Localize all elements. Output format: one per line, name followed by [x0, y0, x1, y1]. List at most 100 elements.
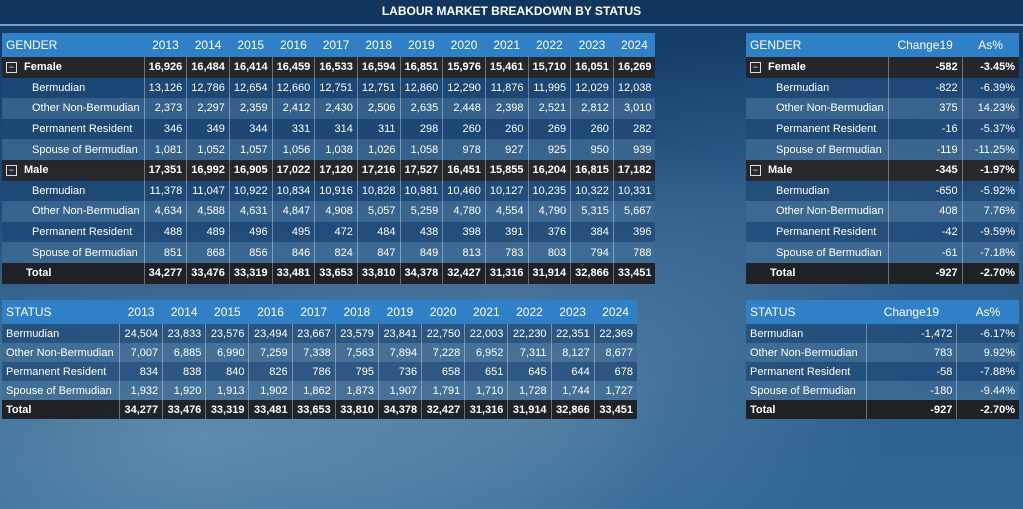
table-row[interactable]: Spouse of Bermudian -119 -11.25%: [746, 139, 1019, 160]
header-year-2024[interactable]: 2024: [594, 300, 637, 324]
table-row[interactable]: Other Non-Bermudian 7,007 6,885 6,990 7,259 7…: [2, 343, 637, 362]
header-year-2023[interactable]: 2023: [570, 33, 614, 57]
header-year-2019[interactable]: 2019: [400, 33, 443, 57]
header-change19[interactable]: Change19: [866, 300, 957, 324]
table-row[interactable]: Other Non-Bermudian 4,634 4,588 4,631 4,847 4…: [2, 201, 656, 222]
row-label-text: Bermudian: [6, 327, 60, 340]
row-label-text: Spouse of Bermudian: [6, 384, 112, 397]
header-year-2018[interactable]: 2018: [335, 300, 379, 324]
cell-value: 33,481: [271, 262, 315, 284]
cell-value: 2,506: [356, 98, 401, 119]
cell-value: 2,398: [484, 98, 529, 119]
table-row[interactable]: Other Non-Bermudian 375 14.23%: [746, 98, 1019, 119]
table-row[interactable]: Permanent Resident -58 -7.88%: [746, 362, 1019, 381]
table-row[interactable]: Spouse of Bermudian -180 -9.44%: [746, 381, 1019, 400]
header-label[interactable]: GENDER: [2, 33, 145, 57]
row-label: Other Non-Bermudian: [2, 98, 145, 119]
table-row[interactable]: − Female -582 -3.45%: [746, 57, 1019, 78]
table-row[interactable]: Spouse of Bermudian 1,081 1,052 1,057 1,056 1…: [2, 139, 656, 160]
cell-value: 4,588: [186, 201, 230, 222]
cell-value: 1,727: [593, 381, 637, 400]
table-row[interactable]: Other Non-Bermudian 783 9.92%: [746, 343, 1019, 362]
header-year-2016[interactable]: 2016: [248, 300, 293, 324]
table-row[interactable]: Spouse of Bermudian 1,932 1,920 1,913 1,902 1…: [2, 381, 637, 400]
table-row[interactable]: Permanent Resident 346 349 344 331 314 311 298 2…: [2, 118, 656, 140]
header-year-2020[interactable]: 2020: [421, 300, 465, 324]
table-row[interactable]: Bermudian 11,378 11,047 10,922 10,834 10,916 1…: [2, 180, 656, 202]
table-row[interactable]: Other Non-Bermudian 2,373 2,297 2,359 2,412 2…: [2, 98, 656, 119]
table-row[interactable]: Total -927 -2.70%: [746, 262, 1019, 284]
cell-value: 644: [550, 362, 595, 381]
table-header-row: STATUS 2013 2014 2015 2016 2017 2018 2019 2020 20…: [2, 300, 637, 324]
cell-value: 16,905: [228, 159, 273, 181]
row-label: Other Non-Bermudian: [746, 343, 866, 362]
header-year-2017[interactable]: 2017: [314, 33, 358, 57]
header-year-2016[interactable]: 2016: [272, 33, 315, 57]
table-row[interactable]: Total 34,277 33,476 33,319 33,481 33,653 33,81…: [2, 262, 656, 284]
row-label: Spouse of Bermudian: [2, 242, 145, 263]
header-year-2022[interactable]: 2022: [507, 300, 552, 324]
header-year-2015[interactable]: 2015: [205, 300, 249, 324]
row-label: Bermudian: [746, 180, 889, 202]
header-year-2021[interactable]: 2021: [464, 300, 508, 324]
table-header-row: GENDER Change19 As%: [746, 33, 1019, 57]
cell-value: 344: [228, 118, 273, 140]
table-row[interactable]: Bermudian 24,504 23,833 23,576 23,494 23,667 2…: [2, 324, 637, 343]
cell-value: 1,057: [228, 139, 273, 160]
header-year-2022[interactable]: 2022: [528, 33, 571, 57]
table-row[interactable]: Spouse of Bermudian 851 868 856 846 824 847 849…: [2, 242, 656, 263]
collapse-icon[interactable]: −: [750, 164, 761, 176]
cell-value: 22,230: [507, 324, 552, 343]
row-label: Other Non-Bermudian: [746, 201, 889, 222]
table-row[interactable]: Bermudian 13,126 12,786 12,654 12,660 12,751 1…: [2, 77, 656, 99]
cell-value: 7,563: [334, 343, 379, 362]
table-row[interactable]: Total 34,277 33,476 33,319 33,481 33,653 33,81…: [2, 400, 637, 419]
collapse-icon[interactable]: −: [6, 164, 17, 176]
header-year-2021[interactable]: 2021: [485, 33, 529, 57]
cell-change: -927: [887, 262, 963, 284]
header-year-2018[interactable]: 2018: [357, 33, 401, 57]
table-row[interactable]: Permanent Resident 488 489 496 495 472 484 438 3…: [2, 221, 656, 243]
header-year-2014[interactable]: 2014: [162, 300, 206, 324]
header-gender[interactable]: GENDER: [746, 33, 889, 57]
collapse-icon[interactable]: −: [6, 61, 17, 73]
header-year-2017[interactable]: 2017: [292, 300, 336, 324]
cell-value: 282: [612, 118, 656, 140]
header-year-2013[interactable]: 2013: [119, 300, 163, 324]
table-row[interactable]: − Male -345 -1.97%: [746, 159, 1019, 181]
row-label-text: Other Non-Bermudian: [6, 346, 114, 359]
header-year-2015[interactable]: 2015: [229, 33, 273, 57]
header-year-2019[interactable]: 2019: [378, 300, 422, 324]
row-label-text: Permanent Resident: [32, 123, 133, 136]
table-row[interactable]: Bermudian -1,472 -6.17%: [746, 324, 1019, 343]
header-label[interactable]: STATUS: [2, 300, 120, 324]
cell-value: 10,916: [314, 180, 358, 202]
cell-value: 6,885: [162, 343, 206, 362]
table-row[interactable]: Bermudian -822 -6.39%: [746, 77, 1019, 99]
gender-year-table: GENDER 2013 2014 2015 2016 2017 2018 2019 2020 20…: [2, 33, 656, 284]
header-change19[interactable]: Change19: [888, 33, 963, 57]
cell-value: 391: [484, 221, 529, 243]
table-row[interactable]: Bermudian -650 -5.92%: [746, 180, 1019, 202]
table-row[interactable]: Other Non-Bermudian 408 7.76%: [746, 201, 1019, 222]
cell-value: 472: [314, 221, 358, 243]
table-row[interactable]: Spouse of Bermudian -61 -7.18%: [746, 242, 1019, 263]
cell-value: 7,311: [507, 343, 552, 362]
table-row[interactable]: Permanent Resident 834 838 840 826 786 795 736 6…: [2, 362, 637, 381]
header-year-2014[interactable]: 2014: [186, 33, 230, 57]
header-status[interactable]: STATUS: [746, 300, 866, 324]
header-year-2020[interactable]: 2020: [442, 33, 486, 57]
header-as-pct[interactable]: As%: [956, 300, 1019, 324]
table-row[interactable]: Total -927 -2.70%: [746, 400, 1019, 419]
header-as-pct[interactable]: As%: [962, 33, 1019, 57]
header-year-2013[interactable]: 2013: [144, 33, 187, 57]
header-year-2024[interactable]: 2024: [613, 33, 656, 57]
table-row[interactable]: − Male 17,351 16,992 16,905 17,022 17,120 17,21…: [2, 159, 656, 181]
header-year-2023[interactable]: 2023: [551, 300, 595, 324]
table-row[interactable]: − Female 16,926 16,484 16,414 16,459 16,533 16,…: [2, 57, 656, 78]
table-row[interactable]: Permanent Resident -16 -5.37%: [746, 118, 1019, 140]
collapse-icon[interactable]: −: [750, 61, 761, 73]
row-label-text: Permanent Resident: [776, 226, 877, 239]
row-label-text: Permanent Resident: [750, 365, 851, 378]
table-row[interactable]: Permanent Resident -42 -9.59%: [746, 221, 1019, 243]
